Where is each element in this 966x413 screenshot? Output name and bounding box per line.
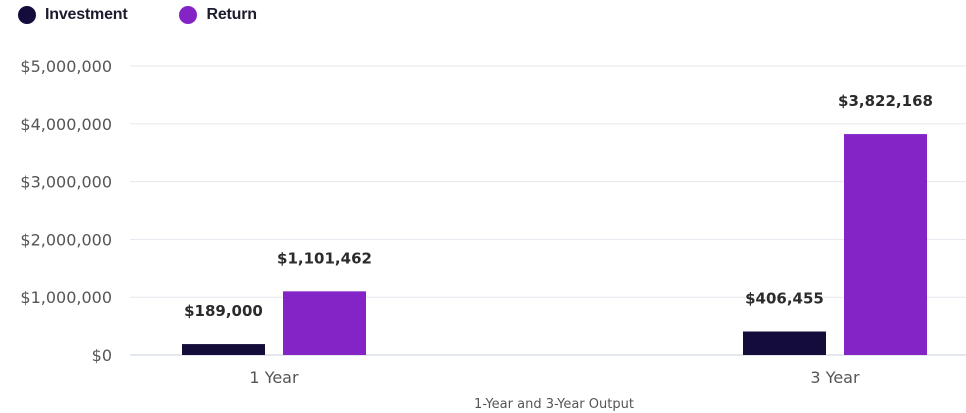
legend-item-investment[interactable]: Investment	[18, 6, 128, 24]
legend-label-return: Return	[206, 6, 257, 23]
y-tick-label: $3,000,000	[20, 173, 112, 192]
bar-investment	[182, 344, 265, 355]
y-tick-label: $1,000,000	[20, 288, 112, 307]
y-tick-label: $2,000,000	[20, 230, 112, 249]
bar-investment	[743, 331, 826, 355]
y-tick-label: $4,000,000	[20, 115, 112, 134]
bar-return	[844, 134, 927, 355]
chart-legend: Investment Return	[18, 6, 257, 24]
legend-swatch-return	[179, 6, 198, 24]
y-tick-label: $0	[92, 346, 112, 365]
x-tick-label: 3 Year	[810, 368, 860, 387]
bar-value-label: $189,000	[184, 302, 263, 320]
legend-item-return[interactable]: Return	[179, 6, 257, 24]
bar-return	[283, 291, 366, 355]
x-tick-label: 1 Year	[249, 368, 299, 387]
bar-value-label: $1,101,462	[277, 249, 372, 267]
legend-swatch-investment	[18, 6, 36, 24]
x-axis-title: 1-Year and 3-Year Output	[474, 397, 634, 412]
bar-value-label: $406,455	[745, 290, 824, 308]
bar-value-label: $3,822,168	[838, 92, 933, 110]
legend-label-investment: Investment	[45, 6, 128, 23]
y-tick-label: $5,000,000	[20, 57, 112, 76]
